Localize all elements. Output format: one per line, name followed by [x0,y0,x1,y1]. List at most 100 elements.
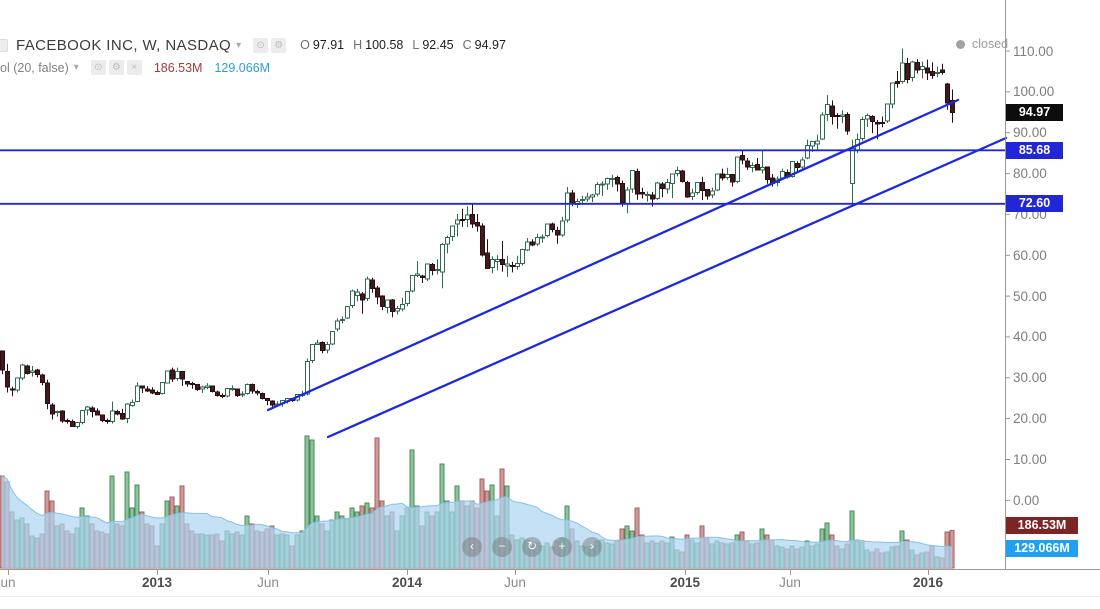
candle [345,305,350,319]
candle [570,192,575,205]
candle [810,140,815,147]
candle [335,320,340,330]
candle [310,344,315,362]
zoom-in-button[interactable]: + [552,537,572,557]
gear-icon[interactable]: ⚙ [271,37,287,53]
candle [210,385,215,392]
candle [915,61,920,71]
candle [385,299,390,309]
candle [230,387,235,391]
candle [270,400,275,406]
candle [665,182,670,190]
candle [805,144,810,159]
candle [580,199,585,202]
candle [680,170,685,183]
candle [605,178,610,185]
candle [60,410,65,422]
candle [10,388,15,391]
trend-line[interactable] [326,136,1008,439]
volume-ma-area [2,476,952,568]
candle [725,173,730,179]
scroll-left-button[interactable]: ‹ [462,537,482,557]
candle [185,381,190,385]
candle [950,99,955,113]
candle [815,140,820,145]
level-price-badge-1: 85.68 [1006,141,1063,159]
ohlc-value: 92.45 [422,38,454,52]
candle [360,293,365,301]
candle [455,219,460,225]
symbol-partial-icon [0,38,8,52]
scroll-right-button[interactable]: › [582,537,602,557]
candle [750,164,755,168]
candle [160,382,165,394]
candle [145,388,150,392]
candle [170,369,175,380]
candle [500,259,505,266]
candle [510,265,515,268]
chevron-down-icon[interactable]: ▾ [73,62,79,73]
candle [840,114,845,117]
candle [370,279,375,289]
candle [790,161,795,177]
candle [595,184,600,195]
candle [120,412,125,420]
candle [675,169,680,175]
candle [135,385,140,402]
candle [430,264,435,271]
reset-view-button[interactable]: ↻ [522,537,542,557]
candle [740,155,745,161]
candle [710,190,715,196]
candle [115,410,120,415]
candle [825,104,830,115]
eye-icon[interactable]: ⊙ [253,37,269,53]
candle [175,371,180,380]
candle [645,193,650,196]
candle [425,263,430,280]
candle [235,388,240,396]
symbol-legend-row: FACEBOOK INC, W, NASDAQ ▾ ⊙ ⚙ O 97.91 H 100… [0,36,515,54]
candle [470,213,475,225]
time-axis-label: 2013 [141,575,173,590]
candle [700,182,705,191]
candle [545,223,550,237]
candle [830,105,835,117]
price-axis-label: 90.00 [1013,125,1047,141]
candle [390,299,395,313]
candle [440,244,445,273]
volume-value-badge: 186.53M [1006,516,1078,534]
candle [265,398,270,402]
candle [65,419,70,422]
candle [555,230,560,236]
gear-icon[interactable]: ⚙ [108,60,124,75]
indicator-volume-value: 186.53M [153,60,203,75]
candle [95,410,100,416]
candle [905,63,910,81]
time-axis-label: un [0,575,16,590]
close-icon[interactable]: × [126,60,142,75]
indicator-label: ol (20, false) [0,60,69,75]
candle [140,385,145,389]
trend-line[interactable] [266,98,960,412]
candle [505,263,510,267]
eye-icon[interactable]: ⊙ [90,60,106,75]
candle [415,273,420,277]
candle [365,278,370,299]
candle [465,214,470,220]
zoom-out-button[interactable]: − [492,537,512,557]
candle [325,344,330,351]
price-axis-label: 80.00 [1013,166,1047,182]
chevron-down-icon[interactable]: ▾ [236,39,242,51]
candle [515,262,520,268]
candle [625,189,630,205]
candle [615,177,620,185]
candle [690,192,695,197]
candle [590,194,595,198]
candle [550,223,555,230]
candle [705,189,710,197]
candle [850,148,855,185]
volume-ma-value-badge: 129.066M [1006,539,1078,557]
candle [695,182,700,193]
candle [945,83,950,104]
